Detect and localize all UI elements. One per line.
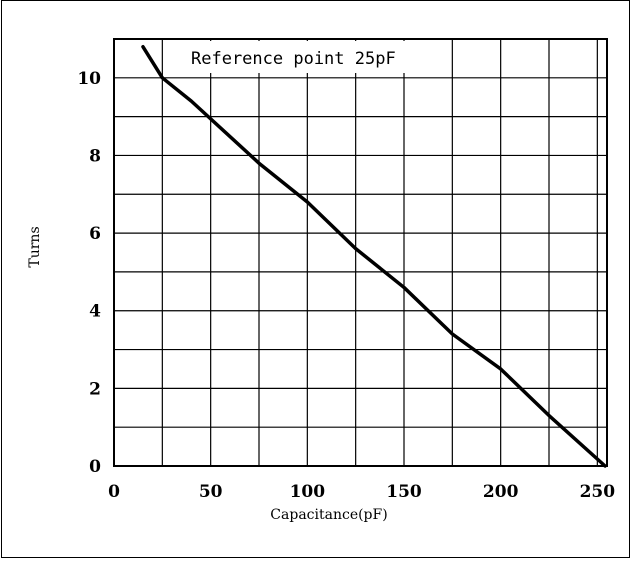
reference-point-annotation: Reference point 25pF [191, 49, 396, 69]
turns-series-line [141, 45, 607, 468]
grid-layer [113, 38, 608, 467]
y-tick-label: 2 [89, 379, 101, 399]
tick-label-layer: 0 50 100 150 200 250 0 2 4 6 8 10 [77, 69, 615, 502]
y-tick-label: 6 [89, 224, 101, 244]
y-tick-label: 10 [77, 69, 101, 89]
data-line-layer [141, 45, 607, 468]
x-tick-label: 150 [386, 482, 422, 502]
x-tick-label: 250 [580, 482, 616, 502]
x-tick-label: 200 [483, 482, 519, 502]
y-axis-title: Turns [27, 226, 43, 267]
y-tick-label: 8 [89, 146, 101, 166]
annotation-box [180, 41, 412, 73]
x-tick-label: 50 [199, 482, 223, 502]
x-tick-label: 0 [108, 482, 120, 502]
x-tick-label: 100 [290, 482, 326, 502]
y-tick-label: 0 [89, 457, 101, 477]
y-tick-label: 4 [89, 302, 101, 322]
x-axis-title: Capacitance(pF) [270, 507, 387, 523]
